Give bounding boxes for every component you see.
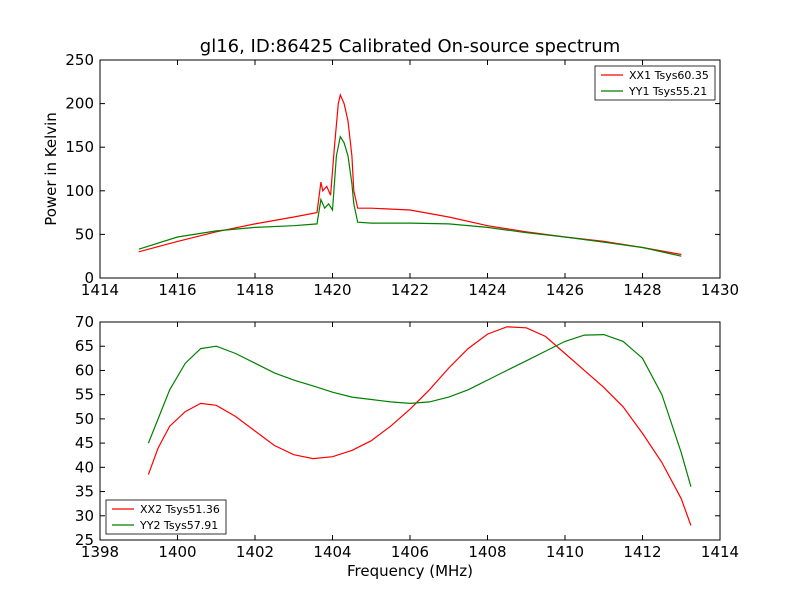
x-tick-label: 1410 <box>546 543 584 561</box>
y-tick-label: 35 <box>75 483 94 501</box>
legend-label: XX2 Tsys51.36 <box>140 503 220 516</box>
x-tick-label: 1404 <box>313 543 351 561</box>
x-tick-label: 1408 <box>468 543 506 561</box>
x-tick-label: 1420 <box>313 281 351 299</box>
series-line-2-2 <box>147 333 692 487</box>
series-line-2-1 <box>147 326 692 526</box>
legend-label: YY1 Tsys55.21 <box>628 85 707 98</box>
y-tick-label: 50 <box>75 410 94 428</box>
y-axis-label: Power in Kelvin <box>42 112 60 226</box>
y-tick-label: 30 <box>75 507 94 525</box>
y-tick-label: 65 <box>75 337 94 355</box>
x-tick-label: 1406 <box>391 543 429 561</box>
y-tick-label: 100 <box>65 182 94 200</box>
x-tick-label: 1428 <box>623 281 661 299</box>
x-tick-label: 1398 <box>81 543 119 561</box>
y-tick-label: 45 <box>75 434 94 452</box>
legend: XX1 Tsys60.35 YY1 Tsys55.21 <box>594 65 716 101</box>
legend-label: XX1 Tsys60.35 <box>629 69 709 82</box>
legend-box <box>594 65 716 101</box>
x-tick-label: 1402 <box>236 543 274 561</box>
x-tick-label: 1422 <box>391 281 429 299</box>
series-line-1-1 <box>138 92 682 256</box>
y-tick-label: 70 <box>75 313 94 331</box>
y-tick-label: 40 <box>75 458 94 476</box>
x-tick-label: 1424 <box>468 281 506 299</box>
chart-title: gl16, ID:86425 Calibrated On-source spec… <box>200 36 620 57</box>
x-tick-label: 1418 <box>236 281 274 299</box>
legend-box <box>105 499 227 535</box>
y-tick-label: 50 <box>75 225 94 243</box>
x-tick-label: 1416 <box>158 281 196 299</box>
y-tick-label: 250 <box>65 51 94 69</box>
y-tick-label: 60 <box>75 361 94 379</box>
x-tick-label: 1400 <box>158 543 196 561</box>
x-axis-label: Frequency (MHz) <box>347 562 473 580</box>
series-line-1-2 <box>138 135 682 257</box>
y-tick-label: 55 <box>75 386 94 404</box>
chart-panel-2: 1398 1400 1402 1404 1406 1408 1410 1412 1414 25 30… <box>75 313 739 580</box>
y-tick-label: 200 <box>65 95 94 113</box>
x-tick-label: 1412 <box>623 543 661 561</box>
x-tick-label: 1414 <box>81 281 119 299</box>
legend-label: YY2 Tsys57.91 <box>139 519 218 532</box>
x-tick-label: 1430 <box>701 281 739 299</box>
x-tick-label: 1426 <box>546 281 584 299</box>
y-tick-label: 150 <box>65 138 94 156</box>
y-tick-label: 0 <box>84 269 94 287</box>
legend: XX2 Tsys51.36 YY2 Tsys57.91 <box>105 499 227 535</box>
chart-panel-1: 1414 1416 1418 1420 1422 1424 1426 1428 1430 0 50 1… <box>42 36 739 299</box>
y-tick-label: 25 <box>75 531 94 549</box>
x-tick-label: 1414 <box>701 543 739 561</box>
